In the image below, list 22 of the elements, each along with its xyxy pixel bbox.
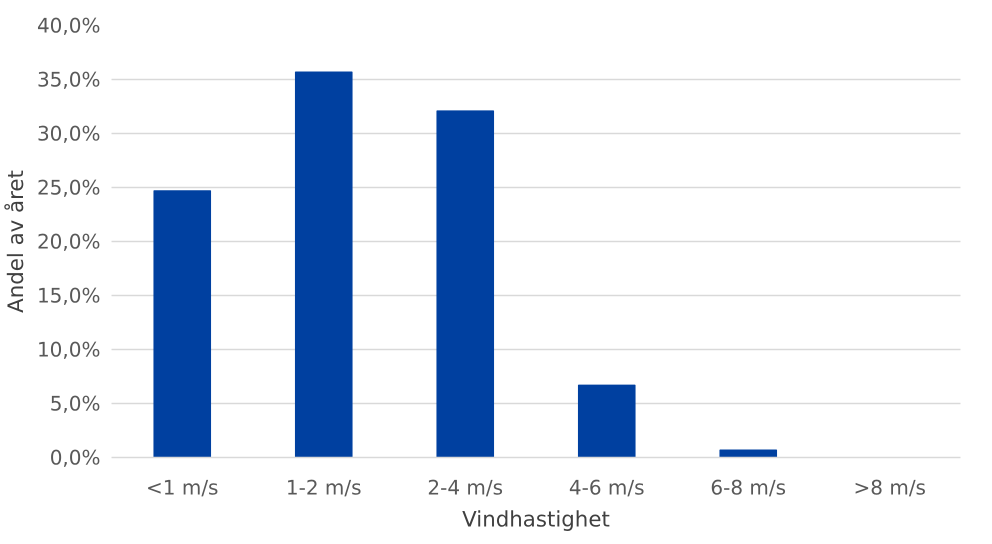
bar xyxy=(719,449,778,458)
bar xyxy=(436,110,494,458)
y-tick-label: 35,0% xyxy=(36,68,101,92)
x-tick-label: 6-8 m/s xyxy=(710,476,786,500)
x-axis-title: Vindhastighet xyxy=(462,508,610,532)
y-tick-label: 10,0% xyxy=(36,338,101,362)
bar xyxy=(153,190,212,458)
x-tick-label: <1 m/s xyxy=(146,476,218,500)
y-tick-label: 25,0% xyxy=(36,176,101,200)
x-tick-label: >8 m/s xyxy=(854,476,926,500)
x-tick-label: 4-6 m/s xyxy=(568,476,645,500)
y-tick-label: 30,0% xyxy=(36,122,101,146)
x-tick-label: 2-4 m/s xyxy=(427,476,504,500)
y-tick-label: 5,0% xyxy=(50,392,100,416)
bar xyxy=(294,71,353,458)
y-tick-label: 0,0% xyxy=(50,446,100,470)
y-tick-label: 15,0% xyxy=(36,284,101,308)
x-tick-label: 1-2 m/s xyxy=(286,476,362,500)
y-tick-label: 20,0% xyxy=(36,230,101,254)
y-tick-label: 40,0% xyxy=(36,14,101,38)
bar xyxy=(578,384,636,458)
y-axis-title: Andel av året xyxy=(4,170,29,313)
